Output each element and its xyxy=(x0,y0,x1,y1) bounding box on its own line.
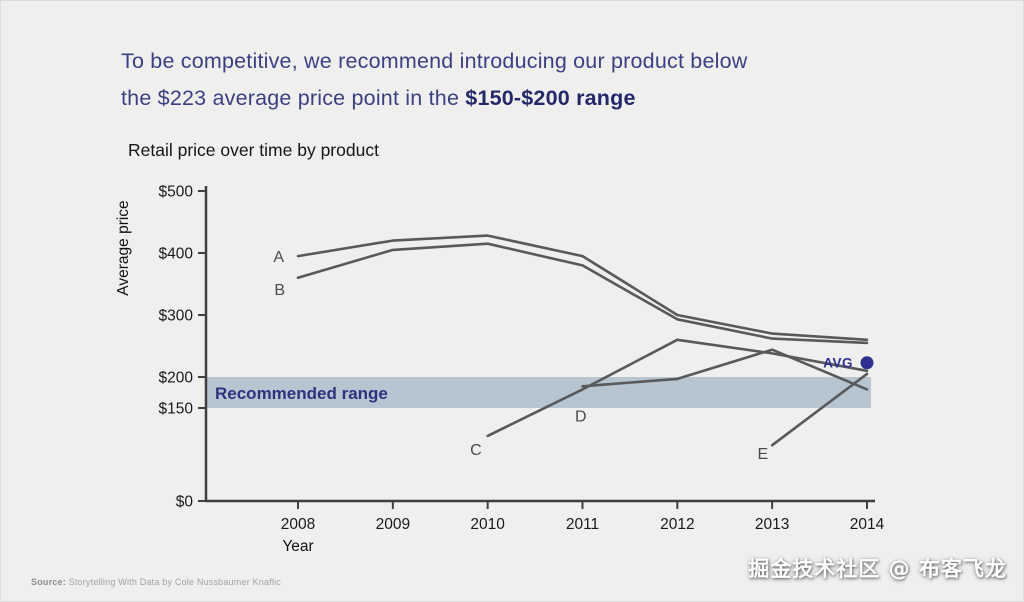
x-tick-label: 2010 xyxy=(470,516,505,533)
series-label-D: D xyxy=(575,408,587,425)
series-label-E: E xyxy=(757,446,768,463)
series-label-C: C xyxy=(470,442,482,459)
recommended-range-band xyxy=(206,377,871,408)
x-tick-label: 2013 xyxy=(755,516,789,533)
y-tick-label: $150 xyxy=(159,401,194,418)
headline-highlight: $150-$200 range xyxy=(465,86,636,110)
y-tick-label: $200 xyxy=(159,370,194,387)
series-line-D xyxy=(581,348,869,391)
y-tick-label: $400 xyxy=(159,246,194,263)
x-tick-label: 2008 xyxy=(281,516,315,533)
y-tick-label: $300 xyxy=(159,308,194,325)
x-axis-title: Year xyxy=(282,538,314,555)
avg-label: AVG xyxy=(823,356,853,371)
chart-title: Retail price over time by product xyxy=(128,140,379,160)
source-note: Source: Storytelling With Data by Cole N… xyxy=(31,577,281,587)
x-tick-label: 2011 xyxy=(566,516,599,533)
series-line-B xyxy=(296,242,869,345)
recommended-range-label: Recommended range xyxy=(215,384,388,403)
y-tick-label: $0 xyxy=(176,494,194,511)
x-tick-label: 2009 xyxy=(376,516,410,533)
series-line-A xyxy=(296,234,869,342)
series-line-E xyxy=(770,372,869,447)
x-tick-label: 2012 xyxy=(660,516,694,533)
headline: To be competitive, we recommend introduc… xyxy=(121,43,747,117)
headline-line2: the $223 average price point in the xyxy=(121,86,466,110)
headline-line1: To be competitive, we recommend introduc… xyxy=(121,49,748,73)
y-tick-label: $500 xyxy=(159,184,194,201)
series-label-A: A xyxy=(273,249,284,266)
x-tick-label: 2014 xyxy=(850,516,885,533)
y-axis-title: Average price xyxy=(115,200,132,296)
avg-point xyxy=(860,356,874,370)
series-label-B: B xyxy=(274,282,285,299)
series-line-C xyxy=(486,338,869,438)
watermark: 掘金技术社区 @ 布客飞龙 xyxy=(748,557,1007,581)
source-text: Storytelling With Data by Cole Nussbaume… xyxy=(68,577,282,587)
source-label: Source: xyxy=(31,577,66,587)
